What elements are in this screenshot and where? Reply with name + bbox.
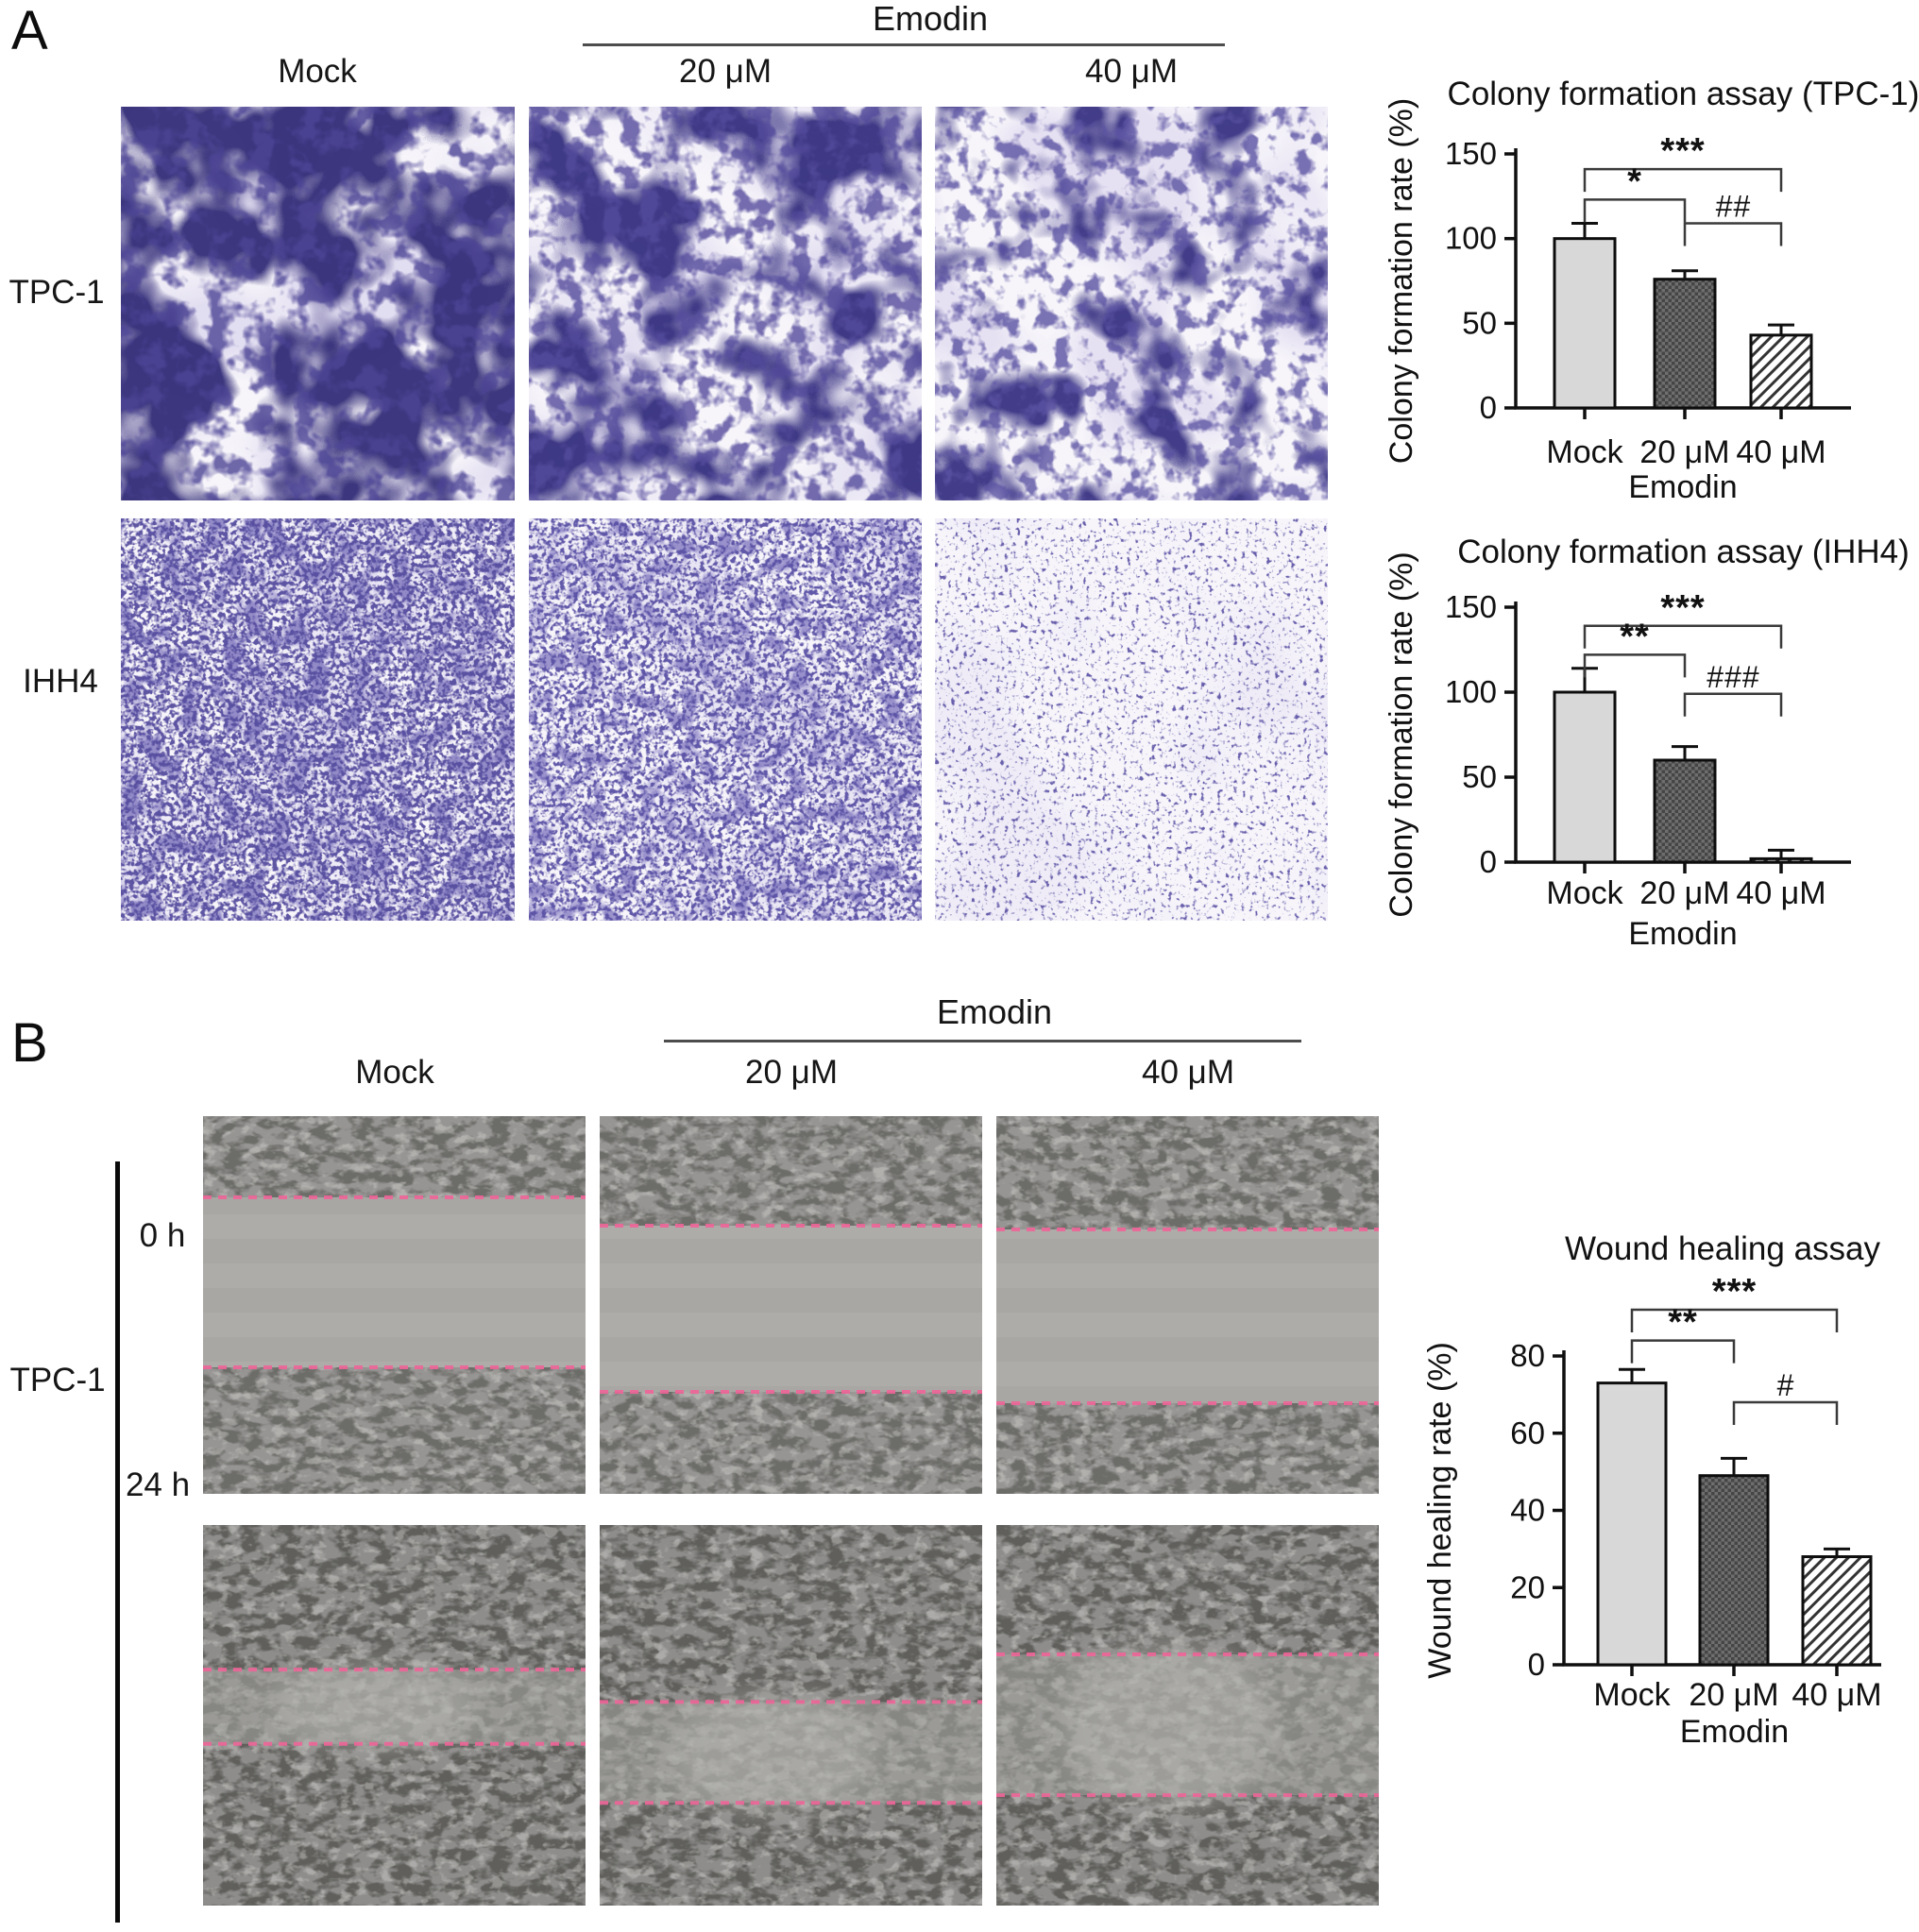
colony-micrograph-tpc1-20um [529,107,922,500]
wound-micrograph-0h-40um [996,1116,1379,1494]
panel-a-col-label-mock: Mock [278,53,357,90]
bar-40 μM [1749,333,1813,410]
panel-b-row-bracket-line [115,1161,120,1923]
category-label: 20 μM [1689,1677,1778,1713]
significance-label: ## [1715,190,1751,224]
significance-bracket [1683,692,1783,717]
significance-bracket [1630,1308,1839,1332]
y-tick-label: 0 [1528,1647,1545,1682]
bar-20 μM [1698,1474,1770,1667]
panel-a-row-label-ihh4: IHH4 [23,663,98,700]
y-axis-label: Colony formation rate (%) [1384,98,1419,464]
y-tick-label: 0 [1480,390,1497,425]
wound-micrograph-24h-40um [996,1525,1379,1906]
wound-micrograph-24h-20um [600,1525,982,1906]
panel-b-label: B [11,1012,48,1074]
significance-bracket [1630,1339,1736,1364]
panel-b-col-label-20um: 20 μM [745,1054,838,1091]
panel-b-col-label-mock: Mock [355,1054,434,1091]
y-tick-label: 50 [1462,305,1497,340]
panel-a-label: A [11,0,48,61]
y-tick-label: 100 [1445,674,1497,709]
significance-label: * [1627,161,1642,201]
panel-b-timepoint-0h: 0 h [139,1217,186,1254]
bar-Mock [1596,1381,1668,1667]
panel-b-row-label-tpc1: TPC-1 [9,1362,106,1398]
panel-b-treatment-header: Emodin [936,992,1053,1031]
colony-micrograph-ihh4-20um [529,518,922,921]
colony-micrograph-ihh4-mock [121,518,515,921]
category-label: Mock [1593,1677,1671,1713]
y-axis-label: Wound healing rate (%) [1422,1342,1458,1679]
x-axis-label: Emodin [1628,469,1737,505]
wound-micrograph-0h-20um [600,1116,982,1494]
chart-colony-formation-tpc1: Colony formation assay (TPC-1) Colony for… [1374,71,1919,510]
panel-a-treatment-underline [583,43,1225,46]
chart-colony-formation-ihh4: Colony formation assay (IHH4) Colony form… [1374,529,1919,968]
chart-title: Wound healing assay [1565,1230,1881,1267]
category-label: 20 μM [1639,875,1729,911]
y-tick-label: 150 [1445,136,1497,171]
significance-label: ### [1707,660,1760,694]
colony-micrograph-tpc1-mock [121,107,515,500]
panel-b-col-label-40um: 40 μM [1142,1054,1234,1091]
significance-bracket [1683,222,1783,246]
wound-micrograph-0h-mock [203,1116,586,1494]
bar-40 μM [1749,856,1813,864]
category-label: Mock [1546,875,1623,911]
chart-title: Colony formation assay (IHH4) [1457,534,1910,570]
colony-micrograph-tpc1-40um [935,107,1328,500]
bar-20 μM [1653,758,1717,864]
bar-40 μM [1801,1555,1873,1667]
significance-label: *** [1660,588,1705,628]
significance-bracket [1583,653,1687,678]
y-tick-label: 80 [1510,1338,1545,1373]
significance-bracket [1583,624,1783,649]
category-label: 40 μM [1792,1677,1881,1713]
y-tick-label: 20 [1510,1569,1545,1604]
significance-label: *** [1660,131,1705,171]
significance-label: ** [1620,617,1650,656]
significance-label: *** [1712,1272,1757,1312]
y-tick-label: 150 [1445,589,1497,624]
bar-Mock [1553,690,1617,864]
y-tick-label: 50 [1462,759,1497,794]
bar-Mock [1553,237,1617,410]
panel-b-treatment-underline [664,1040,1301,1042]
bar-20 μM [1653,278,1717,410]
colony-micrograph-ihh4-40um [935,518,1328,921]
panel-b-timepoint-24h: 24 h [125,1466,191,1503]
x-axis-label: Emodin [1680,1714,1789,1750]
category-label: 40 μM [1736,875,1826,911]
wound-micrograph-24h-mock [203,1525,586,1906]
significance-bracket [1732,1400,1839,1426]
category-label: Mock [1546,434,1623,470]
panel-a-row-label-tpc1: TPC-1 [8,274,105,311]
panel-a-treatment-header: Emodin [872,0,989,38]
significance-bracket [1583,167,1783,193]
significance-label: ** [1668,1303,1698,1343]
y-tick-label: 60 [1510,1415,1545,1450]
category-label: 20 μM [1639,434,1729,470]
chart-wound-healing: Wound healing assay Wound healing rate (%… [1407,1228,1919,1756]
chart-title: Colony formation assay (TPC-1) [1448,76,1919,112]
category-label: 40 μM [1736,434,1826,470]
y-tick-label: 40 [1510,1493,1545,1528]
panel-a-col-label-40um: 40 μM [1085,53,1178,90]
panel-a-col-label-20um: 20 μM [679,53,772,90]
y-tick-label: 100 [1445,221,1497,256]
y-axis-label: Colony formation rate (%) [1384,551,1419,917]
y-tick-label: 0 [1480,844,1497,879]
significance-bracket [1583,198,1687,223]
x-axis-label: Emodin [1628,916,1737,952]
significance-label: # [1776,1368,1794,1402]
